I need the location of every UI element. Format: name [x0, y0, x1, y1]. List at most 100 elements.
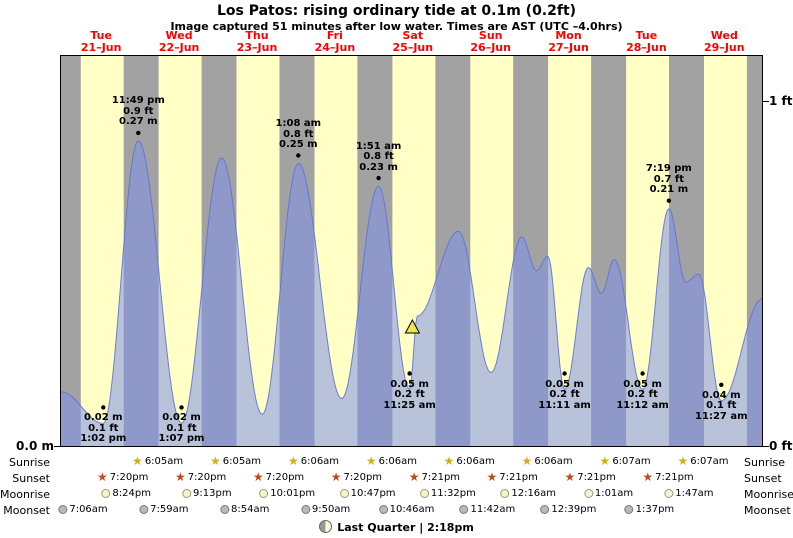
sunset-entry: ★ 7:20pm [330, 470, 382, 484]
day-label: Sun 26–Jun [470, 29, 511, 54]
tide-curve-svg [61, 56, 762, 446]
sunset-star-icon: ★ [97, 470, 108, 484]
moonset-circle-icon [220, 505, 230, 514]
moonrise-entry: 11:32pm [419, 488, 476, 499]
sunrise-time: 6:07am [690, 456, 729, 467]
day-label: Mon 27–Jun [548, 29, 589, 54]
moonrise-circle-icon [500, 489, 510, 498]
sunset-time: 7:20pm [109, 472, 149, 483]
right-axis-tick-1ft [763, 101, 769, 102]
sunrise-entry: ★ 6:06am [287, 454, 339, 468]
high-tide-label: 7:19 pm 0.7 ft 0.21 m [645, 163, 692, 196]
right-axis-tick-0ft [763, 446, 769, 447]
moonrise-time: 11:32pm [430, 488, 476, 499]
sunset-time: 7:21pm [499, 472, 538, 483]
low-tide-label: 0.02 m 0.1 ft 1:07 pm [158, 412, 205, 445]
sunset-star-icon: ★ [408, 470, 420, 484]
moonrise-entry: 9:13pm [182, 488, 232, 499]
sunset-entry: ★ 7:21pm [408, 470, 461, 484]
almanac-label-sunrise-right: Sunrise [744, 456, 786, 469]
moonrise-entry: 10:01pm [259, 488, 315, 499]
sunrise-entry: ★ 6:06am [365, 454, 417, 468]
moonrise-time: 8:24pm [112, 488, 151, 499]
sunrise-star-icon: ★ [599, 454, 611, 468]
day-label: Tue 21–Jun [80, 29, 122, 54]
sunset-entry: ★ 7:20pm [97, 470, 149, 484]
sunrise-star-icon: ★ [132, 454, 143, 468]
day-label: Fri 24–Jun [314, 29, 356, 54]
sunrise-entry: ★ 6:05am [132, 454, 184, 468]
y-axis-label-0ft: 0 ft [769, 439, 793, 453]
sunrise-time: 6:06am [378, 456, 417, 467]
moonrise-entry: 1:47am [664, 488, 714, 499]
moonset-circle-icon [624, 505, 634, 514]
moonset-time: 10:46am [389, 504, 435, 515]
moonrise-entry: 8:24pm [101, 488, 151, 499]
low-tide-label: 0.05 m 0.2 ft 11:12 am [616, 378, 669, 411]
low-tide-dot [101, 405, 106, 410]
moonset-circle-icon [58, 505, 68, 514]
sunrise-time: 6:05am [222, 456, 262, 467]
sunset-star-icon: ★ [252, 470, 264, 484]
moonset-entry: 8:54am [220, 504, 269, 515]
sunset-time: 7:20pm [265, 472, 305, 483]
moonset-time: 7:59am [150, 504, 189, 515]
sunset-time: 7:21pm [577, 472, 616, 483]
moonset-entry: 7:59am [139, 504, 188, 515]
almanac-label-sunset-right: Sunset [744, 472, 782, 485]
sunrise-time: 6:06am [456, 456, 495, 467]
sunrise-entry: ★ 6:06am [521, 454, 573, 468]
moonset-entry: 11:42am [459, 504, 516, 515]
moonrise-time: 1:47am [675, 488, 714, 499]
day-label: Sat 25–Jun [392, 29, 434, 54]
current-time-marker-icon [404, 318, 421, 334]
almanac-label-sunset-left: Sunset [12, 472, 50, 485]
moonset-time: 9:50am [311, 504, 351, 515]
sunrise-entry: ★ 6:07am [677, 454, 729, 468]
y-axis-label-meters: 0.0 m [16, 439, 54, 453]
sunset-time: 7:21pm [421, 472, 461, 483]
high-tide-label: 11:49 pm 0.9 ft 0.27 m [111, 95, 165, 128]
moonset-circle-icon [540, 505, 550, 514]
moonrise-circle-icon [583, 489, 593, 498]
y-axis-label-1ft: 1 ft [769, 94, 793, 108]
moonrise-entry: 1:01am [583, 488, 634, 499]
moonrise-time: 9:13pm [193, 488, 232, 499]
moonrise-circle-icon [339, 489, 349, 498]
moonset-time: 12:39pm [551, 504, 597, 515]
moonset-time: 7:06am [69, 504, 108, 515]
almanac-label-sunrise-left: Sunrise [8, 456, 50, 469]
sunset-entry: ★ 7:20pm [252, 470, 305, 484]
moonset-time: 11:42am [470, 504, 516, 515]
moonrise-circle-icon [101, 489, 111, 498]
day-label: Wed 22–Jun [158, 29, 200, 54]
sunrise-star-icon: ★ [287, 454, 299, 468]
last-quarter-moon-icon [319, 520, 333, 533]
moonrise-time: 12:16am [511, 488, 557, 499]
sunset-entry: ★ 7:21pm [642, 471, 693, 483]
moonrise-time: 1:01am [594, 488, 634, 499]
sunset-entry: ★ 7:21pm [487, 471, 538, 483]
sunrise-star-icon: ★ [521, 454, 533, 468]
almanac-label-moonset-right: Moonset [744, 504, 791, 517]
low-tide-dot [719, 382, 724, 387]
left-axis-tick [54, 446, 60, 447]
high-tide-dot [136, 130, 141, 136]
tide-plot-area: 11:49 pm 0.9 ft 0.27 m 1:08 am 0.8 ft 0.25 m 1… [60, 55, 763, 447]
sunset-star-icon: ★ [330, 470, 342, 484]
sunrise-entry: ★ 6:05am [209, 454, 262, 468]
sunrise-time: 6:05am [144, 456, 184, 467]
almanac-label-moonrise-right: Moonrise [744, 488, 793, 501]
sunrise-star-icon: ★ [209, 454, 221, 468]
moonset-circle-icon [300, 505, 310, 514]
moonrise-circle-icon [259, 489, 269, 498]
low-tide-dot [407, 371, 412, 376]
tide-area [61, 140, 762, 446]
sunrise-time: 6:06am [534, 456, 573, 467]
sunrise-star-icon: ★ [365, 454, 377, 468]
sunrise-entry: ★ 6:07am [599, 454, 651, 468]
sunrise-star-icon: ★ [677, 454, 689, 468]
low-tide-label: 0.05 m 0.2 ft 11:11 am [538, 378, 591, 411]
moonset-entry: 9:50am [300, 504, 351, 515]
